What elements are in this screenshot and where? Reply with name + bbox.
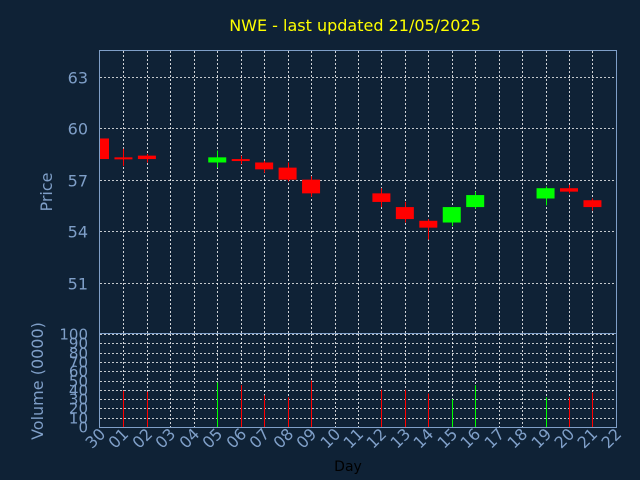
volume-plot-frame bbox=[99, 333, 617, 428]
candle-body bbox=[536, 188, 555, 199]
price-axis-label: Price bbox=[37, 172, 56, 211]
volume-axis-label: Volume (0000) bbox=[28, 322, 47, 440]
candle-body bbox=[372, 193, 391, 202]
price-tick-label: 60 bbox=[68, 120, 88, 139]
candles bbox=[100, 138, 602, 240]
candle-body bbox=[231, 159, 250, 162]
price-tick-label: 51 bbox=[68, 275, 88, 294]
candle-body bbox=[278, 167, 297, 180]
chart-title: NWE - last updated 21/05/2025 bbox=[229, 16, 481, 35]
price-tick-label: 54 bbox=[68, 223, 88, 242]
candle-body bbox=[255, 162, 274, 170]
price-tick-label: 63 bbox=[68, 69, 88, 88]
volume-tick-label: 80 bbox=[69, 345, 88, 363]
price-tick-label: 57 bbox=[68, 172, 88, 191]
candle-body bbox=[208, 157, 227, 163]
x-tick-label: 22 bbox=[597, 424, 625, 452]
volume-bars bbox=[123, 380, 593, 427]
candle-body bbox=[100, 138, 109, 160]
volume-tick-label: 60 bbox=[69, 363, 88, 381]
volume-tick-label: 50 bbox=[69, 373, 88, 391]
candle-body bbox=[302, 179, 321, 194]
volume-tick-label: 90 bbox=[69, 335, 88, 353]
volume-tick-label: 100 bbox=[59, 326, 88, 344]
volume-tick-label: 10 bbox=[69, 410, 88, 428]
candle-body bbox=[419, 220, 438, 228]
candle-body bbox=[114, 157, 133, 160]
volume-tick-label: 70 bbox=[69, 354, 88, 372]
candle-body bbox=[466, 195, 485, 208]
candle-body bbox=[395, 207, 414, 220]
volume-tick-label: 20 bbox=[69, 400, 88, 418]
volume-tick-label: 40 bbox=[69, 382, 88, 400]
x-axis-label: Day bbox=[334, 459, 362, 475]
candle-body bbox=[137, 155, 156, 160]
candle-body bbox=[583, 200, 602, 208]
volume-tick-label: 30 bbox=[69, 391, 88, 409]
candle-body bbox=[560, 188, 578, 192]
volume-tick-label: 0 bbox=[78, 419, 88, 437]
x-tick-labels: 3001020304050607080910111213141516171819… bbox=[81, 424, 625, 452]
volume-grid bbox=[100, 334, 616, 428]
candle-body bbox=[442, 207, 461, 223]
price-tick-labels: 63 60 57 54 51 bbox=[68, 69, 88, 294]
